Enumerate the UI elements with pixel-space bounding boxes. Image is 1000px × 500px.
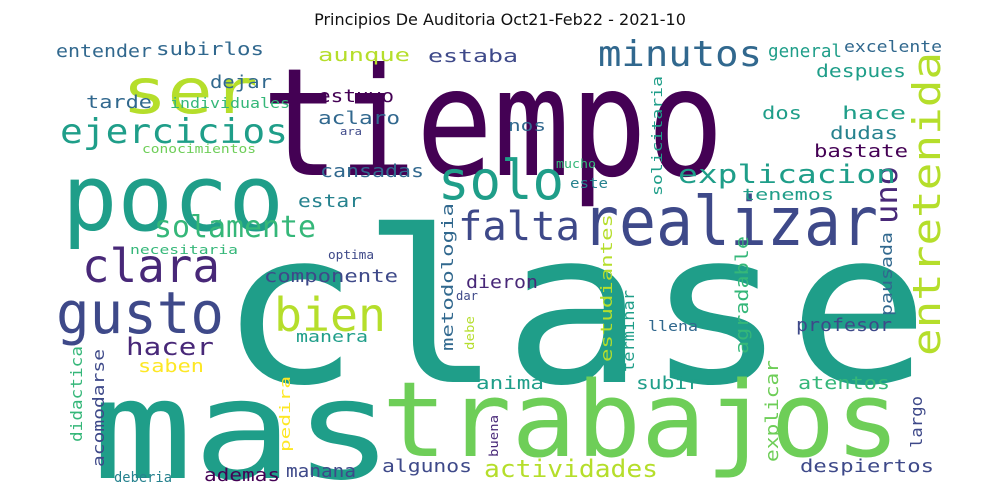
word-atentos: atentos [798,373,890,394]
word-hace: hace [842,103,906,124]
word-subirlos: subirlos [156,39,264,60]
word-buena: buena [487,415,501,457]
word-dudas: dudas [830,123,898,144]
word-realizar: realizar [582,183,878,262]
word-estudiantes: estudiantes [597,214,616,362]
word-explicar: explicar [762,360,783,462]
word-profesor: profesor [796,315,892,336]
word-despues: despues [816,61,906,82]
word-saben: saben [138,356,204,377]
word-pedira: pedira [278,376,294,452]
word-largo: largo [907,396,926,448]
word-tiempo: tiempo [262,37,724,211]
word-dieron: dieron [466,272,538,293]
word-clara: clara [82,239,220,293]
word-dejar: dejar [210,72,272,93]
word-despiertos: despiertos [800,456,934,477]
word-manana: manana [286,461,356,482]
word-nos: nos [508,116,546,135]
word-ara: ara [340,125,362,138]
word-solo: solo [438,149,564,212]
word-hacer: hacer [126,333,214,361]
word-actividades: actividades [484,455,658,483]
word-necesitaria: necesitaria [130,243,238,257]
word-estaba: estaba [428,46,518,67]
word-cansadas: cansadas [320,161,424,182]
word-clase: clase [218,185,930,432]
word-solamente: solamente [154,210,316,245]
word-algunos: algunos [382,456,472,477]
word-entender: entender [56,41,152,62]
word-optima: optima [328,248,374,262]
word-manera: manera [296,327,368,346]
word-aunque: aunque [318,45,410,66]
word-minutos: minutos [598,34,762,75]
word-debe: debe [463,316,477,350]
word-trabajos: trabajos [382,359,900,481]
word-explicacion: explicacion [678,160,896,190]
word-bien: bien [274,288,386,342]
word-ejercicios: ejercicios [60,112,288,152]
word-dos: dos [762,103,802,124]
word-solicitaria: solicitaria [650,76,666,196]
word-individuales: individuales [170,96,290,112]
word-deberia: deberia [114,470,172,486]
word-uno: uno [870,166,905,224]
word-estuvo: estuvo [318,86,394,107]
word-entretenida: entretenida [905,52,949,356]
word-excelente: excelente [844,37,942,56]
word-componente: componente [264,266,398,287]
word-dar: dar [456,289,478,303]
word-tenemos: tenemos [742,185,834,204]
word-tarde: tarde [86,92,152,113]
word-llena: llena [648,319,698,335]
word-aclaro: aclaro [318,108,400,129]
word-terminar: terminar [619,290,638,372]
word-metodologia: metodologia [438,203,457,351]
word-anima: anima [476,373,544,394]
word-ademas: ademas [204,465,280,486]
word-subir: subir [636,373,700,394]
word-conocimientos: conocimientos [142,142,256,156]
word-mas: mas [92,350,394,500]
word-falta: falta [458,204,580,250]
word-bastate: bastate [814,141,908,162]
word-estar: estar [298,191,362,212]
word-pausada: pausada [877,232,896,316]
word-ser: ser [122,55,258,128]
word-poco: poco [62,145,284,252]
chart-title: Principios De Auditoria Oct21-Feb22 - 20… [314,10,686,29]
word-acomodarse: acomodarse [89,349,108,467]
word-este: este [570,176,608,192]
word-gusto: gusto [56,279,224,347]
word-didactica: didactica [67,346,86,442]
word-general: general [768,41,842,62]
word-mucho: mucho [556,157,596,171]
word-agradable: agradable [732,236,753,354]
